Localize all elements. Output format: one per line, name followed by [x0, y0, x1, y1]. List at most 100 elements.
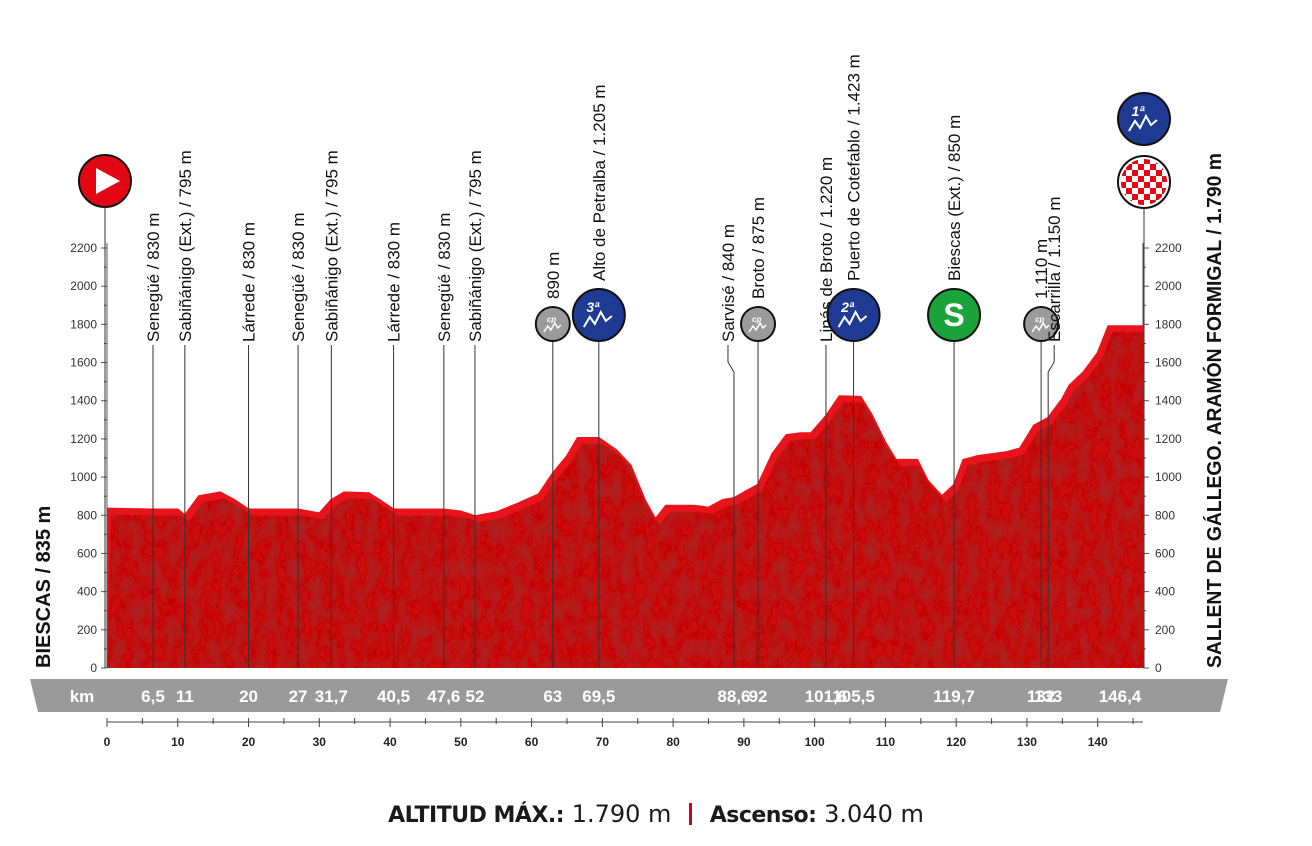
checker-cell — [1156, 170, 1162, 176]
mountain-icon — [1128, 113, 1158, 132]
km-band-value: 52 — [466, 687, 485, 706]
waypoint-label: Senegüé / 830 m — [289, 213, 308, 342]
checker-cell — [1121, 170, 1126, 176]
km-band-value: 11 — [176, 687, 194, 706]
x-tick-label: 0 — [104, 735, 111, 749]
badge-text: cp — [752, 315, 761, 324]
km-band-value: 63 — [543, 687, 562, 706]
y-tick-label-left: 400 — [77, 585, 97, 599]
checker-cell — [1132, 159, 1138, 164]
y-tick-label-right: 2200 — [1155, 241, 1182, 255]
km-band-value: 40,5 — [377, 687, 410, 706]
y-tick-label-left: 1400 — [70, 394, 97, 408]
finish-flag-icon — [1117, 155, 1171, 209]
y-tick-label-left: 2000 — [70, 279, 97, 293]
mountain-icon — [582, 309, 613, 328]
checker-cell — [1138, 164, 1144, 170]
stage-summary: ALTITUD MÁX.: 1.790 m Ascenso: 3.040 m — [0, 800, 1312, 828]
climb-category-badge-icon: 3ª — [571, 288, 626, 342]
mountain-icon — [1031, 321, 1050, 333]
km-band-value: 6,5 — [141, 687, 165, 706]
x-tick-label: 70 — [596, 735, 610, 749]
mountain-icon — [837, 309, 868, 328]
km-band: km 6,5 11 20 27 31,7 40,5 47,6 52 63 69,5 88,692 101… — [30, 679, 1228, 712]
checker-cell — [1144, 182, 1150, 188]
y-tick-label-right: 1800 — [1155, 317, 1182, 331]
km-band-value: 146,4 — [1099, 687, 1142, 706]
checker-cell — [1162, 188, 1167, 194]
waypoint-label: Broto / 875 m — [749, 197, 768, 299]
badge-circle — [927, 288, 982, 342]
y-tick-label-left: 800 — [77, 508, 97, 522]
x-tick-label: 140 — [1088, 735, 1108, 749]
km-band-background — [30, 679, 1228, 712]
km-band-value: 47,6 — [427, 687, 460, 706]
x-tick-label: 40 — [383, 735, 397, 749]
max-altitude-value: 1.790 m — [571, 800, 672, 828]
waypoint-label: Lárrede / 830 m — [240, 222, 259, 342]
start-location-label: BIESCAS / 835 m — [33, 506, 55, 668]
badge-text: S — [943, 297, 964, 333]
y-tick-label-right: 400 — [1155, 585, 1175, 599]
checker-cell — [1144, 170, 1150, 176]
waypoints-layer: Senegüé / 830 m Sabiñánigo (Ext.) / 795 m… — [144, 54, 1064, 668]
checker-cell — [1138, 176, 1144, 182]
x-tick-label: 10 — [171, 735, 185, 749]
start-badge-icon — [78, 154, 132, 208]
km-band-value: 92 — [749, 687, 768, 706]
x-tick-label: 90 — [737, 735, 751, 749]
km-band-value: 27 — [289, 687, 308, 706]
mountain-icon — [748, 321, 767, 333]
finish-location-label: SALLENT DE GÁLLEGO. ARAMÓN FORMIGAL / 1.… — [1202, 153, 1226, 668]
km-band-value: 132 — [1027, 687, 1055, 706]
x-tick-label: 100 — [805, 735, 825, 749]
badge-circle — [534, 306, 571, 342]
y-tick-label-right: 0 — [1155, 661, 1162, 675]
checker-cell — [1156, 194, 1162, 200]
km-band-value: 88,6 — [717, 687, 750, 706]
checker-cell — [1156, 182, 1162, 188]
badge-circle — [1023, 306, 1060, 342]
x-tick-label: 120 — [946, 735, 966, 749]
x-tick-label: 110 — [876, 735, 896, 749]
km-band-label: km — [70, 687, 95, 706]
km-band-value: 133 — [1034, 687, 1062, 706]
y-tick-label-left: 1600 — [70, 356, 97, 370]
waypoint-label: Escarrilla / 1.150 m — [1045, 197, 1064, 343]
y-tick-label-left: 0 — [90, 661, 97, 675]
checker-cell — [1144, 194, 1150, 200]
checker-cell — [1144, 159, 1150, 164]
y-tick-label-left: 1200 — [70, 432, 97, 446]
summary-separator — [689, 803, 693, 825]
badge-circle — [740, 306, 777, 342]
y-tick-label-left: 600 — [77, 546, 97, 560]
x-tick-label: 60 — [525, 735, 539, 749]
ascent-value: 3.040 m — [824, 800, 924, 828]
ascent-label: Ascenso: — [709, 803, 817, 828]
checker-cell — [1150, 176, 1156, 182]
max-altitude-label: ALTITUD MÁX.: — [388, 803, 565, 828]
mountain-icon — [543, 321, 562, 333]
km-band-value: 20 — [239, 687, 258, 706]
y-tick-label-right: 600 — [1155, 546, 1175, 560]
km-band-value: 119,7 — [933, 687, 975, 706]
x-tick-label: 130 — [1017, 735, 1037, 749]
waypoint-line — [727, 345, 735, 668]
checkpoint-badge-icon: cp — [534, 306, 571, 342]
y-tick-label-left: 2200 — [70, 241, 97, 255]
checker-cell — [1150, 164, 1156, 170]
y-tick-label-left: 200 — [77, 623, 97, 637]
climb-category-badge-icon: 2ª — [826, 288, 881, 342]
km-band-value: 69,5 — [582, 687, 615, 706]
climb-category-badge-icon: 1ª — [1117, 92, 1171, 146]
checker-cell — [1150, 200, 1156, 205]
waypoint-line — [1047, 345, 1055, 668]
badge-text: 1ª — [1132, 103, 1146, 119]
checker-cell — [1126, 188, 1132, 194]
waypoint-label: Lárrede / 830 m — [385, 222, 404, 342]
waypoint-label: Sabiñánigo (Ext.) / 795 m — [176, 150, 195, 342]
x-tick-label: 20 — [242, 735, 256, 749]
elevation-line — [106, 325, 1143, 521]
y-tick-label-left: 1000 — [70, 470, 97, 484]
